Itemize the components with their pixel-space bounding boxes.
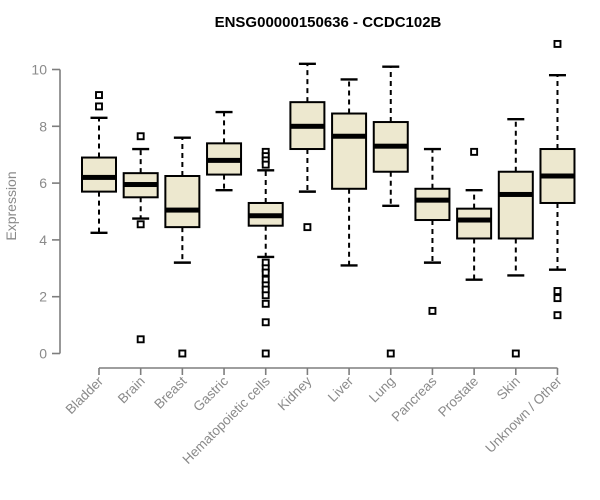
iqr-box xyxy=(414,187,451,222)
y-tick-label: 0 xyxy=(39,346,47,362)
outlier-point xyxy=(553,311,562,320)
median-bar xyxy=(457,217,492,223)
median-bar xyxy=(540,173,575,179)
box-hematopoietic-cells xyxy=(247,147,284,358)
outlier-point xyxy=(261,268,270,277)
x-category-label: Pancreas xyxy=(389,373,440,424)
median-bar xyxy=(373,143,408,149)
box-pancreas xyxy=(414,147,451,315)
outlier-point xyxy=(136,335,145,344)
median-bar xyxy=(165,207,200,213)
x-category-label: Brain xyxy=(115,374,148,407)
median-bar xyxy=(207,157,242,163)
y-tick-label: 8 xyxy=(39,118,47,134)
outlier-point xyxy=(553,287,562,295)
box-kidney xyxy=(289,62,326,232)
y-tick-label: 2 xyxy=(39,289,47,305)
x-category-label: Breast xyxy=(151,373,189,411)
outlier-point xyxy=(261,299,270,308)
box-breast xyxy=(164,136,201,358)
x-category-label: Prostate xyxy=(435,374,481,420)
x-category-label: Unknown / Other xyxy=(482,373,565,456)
iqr-box xyxy=(331,112,368,190)
outlier-point xyxy=(553,39,562,48)
x-category-label: Bladder xyxy=(63,373,107,417)
outlier-point xyxy=(261,291,270,300)
iqr-box xyxy=(497,170,534,240)
x-category-label: Skin xyxy=(494,374,523,403)
chart-title: ENSG00000150636 - CCDC102B xyxy=(215,14,442,31)
median-bar xyxy=(248,213,283,219)
median-bar xyxy=(498,191,533,197)
outlier-point xyxy=(95,91,103,100)
box-unknown-other xyxy=(539,39,576,320)
box-prostate xyxy=(456,147,493,281)
iqr-box xyxy=(456,207,493,240)
x-category-label: Gastric xyxy=(190,373,231,414)
median-bar xyxy=(82,174,116,180)
box-gastric xyxy=(206,110,243,192)
box-brain xyxy=(122,132,159,344)
outlier-point xyxy=(261,160,270,169)
outlier-point xyxy=(428,306,437,315)
outlier-point xyxy=(386,349,395,358)
outlier-point xyxy=(303,223,312,232)
iqr-box xyxy=(81,156,117,193)
box-liver xyxy=(331,78,368,267)
y-tick-label: 6 xyxy=(39,175,47,191)
outlier-point xyxy=(470,147,479,156)
outlier-point xyxy=(95,102,103,111)
box-bladder xyxy=(81,91,117,235)
x-category-label: Kidney xyxy=(275,373,315,413)
outlier-point xyxy=(178,349,187,358)
median-bar xyxy=(415,197,450,203)
median-bar xyxy=(123,182,158,188)
outlier-point xyxy=(136,132,145,141)
median-bar xyxy=(332,133,367,139)
x-category-label: Lung xyxy=(366,374,398,406)
box-skin xyxy=(497,117,534,358)
x-category-label: Liver xyxy=(325,373,357,405)
y-axis-label: Expression xyxy=(3,171,19,240)
outlier-point xyxy=(136,220,145,229)
y-tick-label: 10 xyxy=(31,62,47,78)
y-tick-label: 4 xyxy=(39,232,47,248)
box-lung xyxy=(372,65,409,358)
outlier-point xyxy=(511,349,520,358)
median-bar xyxy=(290,123,325,129)
iqr-box xyxy=(164,175,201,229)
outlier-point xyxy=(553,294,562,303)
outlier-point xyxy=(261,349,270,358)
outlier-point xyxy=(261,318,270,327)
